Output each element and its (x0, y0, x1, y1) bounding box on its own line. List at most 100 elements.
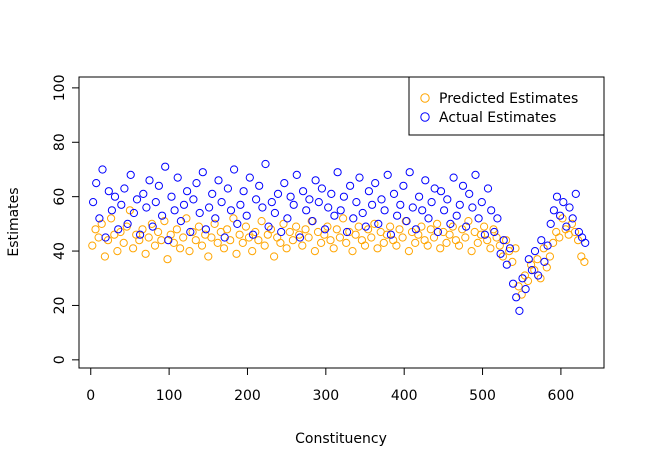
predicted-point (166, 230, 175, 239)
predicted-point (232, 249, 241, 258)
predicted-point (464, 217, 473, 226)
predicted-point (91, 225, 100, 234)
predicted-point (97, 219, 106, 228)
actual-point (411, 225, 420, 234)
predicted-point (342, 238, 351, 247)
actual-point (142, 203, 151, 212)
actual-point (540, 257, 549, 266)
predicted-point (351, 230, 360, 239)
actual-point (273, 189, 283, 198)
predicted-point (382, 230, 391, 239)
predicted-point (335, 233, 344, 242)
actual-point (393, 211, 402, 220)
actual-point (220, 233, 229, 242)
predicted-point (442, 238, 451, 247)
actual-point (458, 181, 468, 190)
predicted-point (135, 236, 144, 245)
x-tick-label: 0 (86, 388, 95, 404)
actual-point (120, 184, 129, 193)
actual-point (264, 222, 273, 231)
actual-point (117, 200, 126, 209)
actual-point (552, 192, 562, 201)
legend: Predicted Estimates Actual Estimates (408, 76, 605, 136)
x-tick-label: 100 (156, 388, 183, 404)
predicted-point (498, 252, 507, 261)
actual-point (226, 206, 236, 215)
actual-point (415, 192, 424, 201)
predicted-point (141, 249, 150, 258)
actual-point (252, 195, 261, 204)
actual-point (261, 159, 270, 169)
predicted-point (150, 241, 160, 250)
actual-point (364, 187, 373, 196)
actual-point (342, 227, 352, 237)
legend-marker-predicted (420, 93, 430, 103)
actual-point (333, 168, 342, 177)
predicted-point (339, 214, 348, 223)
predicted-point (414, 230, 423, 239)
predicted-point (486, 244, 495, 253)
x-tick-label: 300 (312, 388, 339, 404)
predicted-point (254, 236, 263, 245)
predicted-point (279, 219, 288, 228)
actual-point (462, 222, 471, 231)
predicted-point (266, 225, 276, 234)
predicted-point (176, 244, 185, 253)
actual-point (565, 203, 574, 212)
predicted-point (320, 230, 329, 239)
predicted-point (260, 241, 269, 250)
predicted-point (298, 241, 307, 250)
predicted-point (191, 236, 200, 245)
actual-point (408, 203, 417, 212)
actual-point (537, 236, 546, 245)
actual-point (270, 208, 279, 218)
predicted-point (404, 247, 413, 256)
actual-point (136, 230, 145, 239)
predicted-point (329, 244, 338, 253)
predicted-point (395, 225, 404, 234)
predicted-point (423, 241, 432, 250)
predicted-point (436, 244, 445, 253)
y-tick-label: 0 (52, 355, 68, 364)
predicted-point (172, 225, 181, 234)
actual-point (368, 200, 377, 209)
actual-point (502, 260, 511, 269)
actual-point (405, 168, 414, 177)
actual-point (320, 225, 330, 234)
actual-point (242, 211, 251, 220)
predicted-point (119, 238, 128, 247)
actual-point (311, 176, 320, 185)
actual-point (280, 179, 289, 188)
actual-point (148, 222, 157, 231)
y-axis-label: Estimates (6, 187, 22, 256)
y-tick-label: 40 (52, 242, 68, 260)
actual-point (277, 227, 286, 237)
actual-point (161, 162, 170, 171)
predicted-point (574, 236, 583, 245)
predicted-point (100, 252, 110, 261)
actual-point (214, 176, 223, 185)
actual-point (436, 187, 446, 196)
predicted-point (357, 236, 366, 245)
actual-point (126, 170, 135, 179)
predicted-point (223, 225, 232, 234)
actual-point (380, 206, 389, 215)
actual-point (527, 266, 537, 275)
predicted-point (545, 252, 555, 261)
actual-point (107, 206, 117, 215)
actual-point (302, 206, 311, 215)
predicted-point (480, 222, 489, 231)
actual-point (339, 192, 348, 201)
predicted-point (310, 247, 319, 256)
predicted-point (483, 236, 492, 245)
actual-point (295, 233, 305, 242)
actual-point (480, 230, 489, 239)
predicted-point (461, 233, 470, 242)
actual-point (151, 198, 160, 207)
predicted-point (219, 244, 229, 253)
predicted-point (241, 222, 250, 231)
predicted-point (332, 225, 341, 234)
actual-point (289, 200, 298, 209)
actual-point (493, 214, 502, 223)
